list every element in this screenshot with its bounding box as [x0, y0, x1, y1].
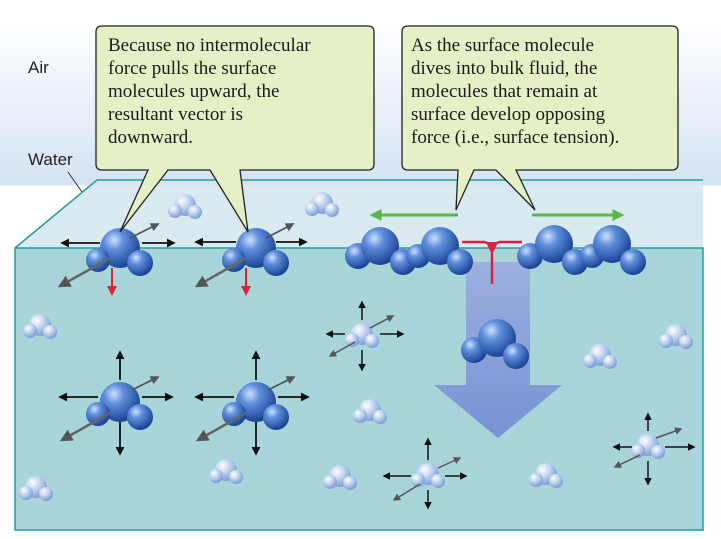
dive-force-arrow	[462, 242, 522, 284]
callout-right-line: dives into bulk fluid, the	[411, 58, 598, 79]
callout-right-line: force (i.e., surface tension).	[411, 127, 620, 148]
surface-molecule-cluster-left	[345, 227, 473, 275]
callout-right-line: surface develop opposing	[411, 104, 606, 125]
surface-molecule	[57, 223, 176, 296]
bulk-molecule-balanced	[612, 412, 696, 486]
water-label-leader	[67, 171, 83, 193]
diving-molecule	[461, 319, 529, 369]
surface-molecule-cluster-right	[517, 225, 646, 275]
callout-right-text: As the surface molecule dives into bulk …	[411, 34, 675, 149]
callout-left-line: downward.	[108, 127, 193, 148]
bulk-molecule-balanced	[325, 300, 405, 372]
callout-right-shape	[401, 25, 679, 211]
callout-right-line: As the surface molecule	[411, 35, 595, 56]
callout-left-text: Because no intermolecular force pulls th…	[108, 34, 370, 149]
surface-molecule	[194, 223, 308, 296]
callout-right-line: molecules that remain at	[411, 81, 598, 102]
bulk-molecule-dark	[58, 350, 174, 456]
callout-left-shape	[95, 25, 375, 233]
callout-left-line: Because no intermolecular	[108, 35, 311, 56]
water-edge	[14, 179, 703, 249]
bulk-molecule-dark	[194, 350, 310, 456]
bulk-molecule-balanced	[382, 437, 468, 510]
water-label: Water	[28, 150, 73, 169]
callout-left-line: resultant vector is	[108, 104, 244, 125]
callout-left-line: molecules upward, the	[108, 81, 280, 102]
air-label: Air	[28, 58, 49, 77]
callout-left-line: force pulls the surface	[108, 58, 277, 79]
